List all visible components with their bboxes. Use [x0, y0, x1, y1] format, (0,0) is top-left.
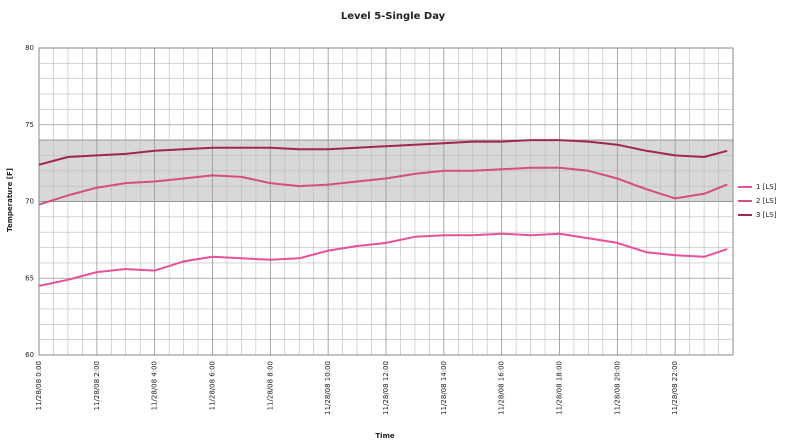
- series-line: [38, 166, 728, 206]
- y-tick-label: 60: [25, 351, 34, 359]
- x-tick-label: 11/28/08 18:00: [556, 361, 564, 415]
- x-tick-label: 11/28/08 4:00: [151, 361, 159, 410]
- x-tick-label: 11/28/08 10:00: [324, 361, 332, 415]
- legend-label: 1 [LS]: [756, 183, 777, 191]
- x-tick-label: 11/28/08 2:00: [93, 361, 101, 410]
- x-tick-label: 11/28/08 6:00: [209, 361, 217, 410]
- y-axis-label: Temperature [F]: [6, 168, 14, 232]
- x-tick-label: 11/28/08 8:00: [266, 361, 274, 410]
- legend-label: 2 [LS]: [756, 197, 777, 205]
- x-tick-label: 11/28/08 16:00: [498, 361, 506, 415]
- y-tick-label: 75: [25, 121, 34, 129]
- y-tick-label: 65: [25, 274, 34, 282]
- x-tick-label: 11/28/08 0:00: [35, 361, 43, 410]
- chart-title: Level 5-Single Day: [341, 11, 446, 22]
- series-line: [38, 139, 728, 166]
- series-line: [38, 232, 728, 287]
- x-tick-label: 11/28/08 22:00: [671, 361, 679, 415]
- x-tick-label: 11/28/08 20:00: [613, 361, 621, 415]
- x-tick-label: 11/28/08 12:00: [382, 361, 390, 415]
- x-axis-label: Time: [375, 432, 394, 440]
- plot-border: [38, 47, 734, 356]
- legend-label: 3 [LS]: [756, 211, 777, 219]
- y-tick-label: 80: [25, 44, 34, 52]
- y-tick-label: 70: [25, 198, 34, 206]
- x-tick-label: 11/28/08 14:00: [440, 361, 448, 415]
